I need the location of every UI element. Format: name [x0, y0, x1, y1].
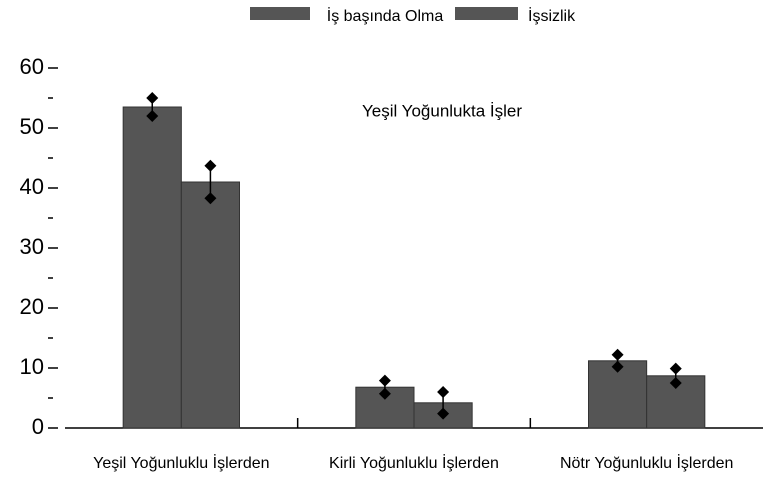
x-tick-label: Yeşil Yoğunluklu İşlerden [93, 453, 269, 472]
error-bar [437, 386, 450, 420]
bar [180, 181, 240, 429]
bar [122, 106, 182, 429]
error-bar [669, 362, 682, 389]
error-bar [611, 348, 624, 373]
y-tick-label: 10 [20, 354, 44, 379]
y-tick-label: 40 [20, 174, 44, 199]
legend-label: İşsizlik [528, 8, 576, 25]
annotation: Yeşil Yoğunlukta İşler [362, 101, 522, 120]
y-tick-label: 60 [20, 54, 44, 79]
error-bar [378, 374, 391, 400]
legend-label: İş başında Olma [326, 8, 444, 25]
x-tick-label: Nötr Yoğunluklu İşlerden [560, 453, 733, 472]
error-bar [204, 159, 217, 205]
y-tick-label: 0 [32, 414, 44, 439]
error-bar [146, 92, 159, 122]
y-tick-label: 50 [20, 114, 44, 139]
legend-swatch [250, 7, 310, 20]
y-tick-label: 30 [20, 234, 44, 259]
x-tick-label: Kirli Yoğunluklu İşlerden [329, 453, 499, 472]
bar [355, 386, 415, 429]
legend-swatch [455, 7, 518, 20]
y-tick-label: 20 [20, 294, 44, 319]
